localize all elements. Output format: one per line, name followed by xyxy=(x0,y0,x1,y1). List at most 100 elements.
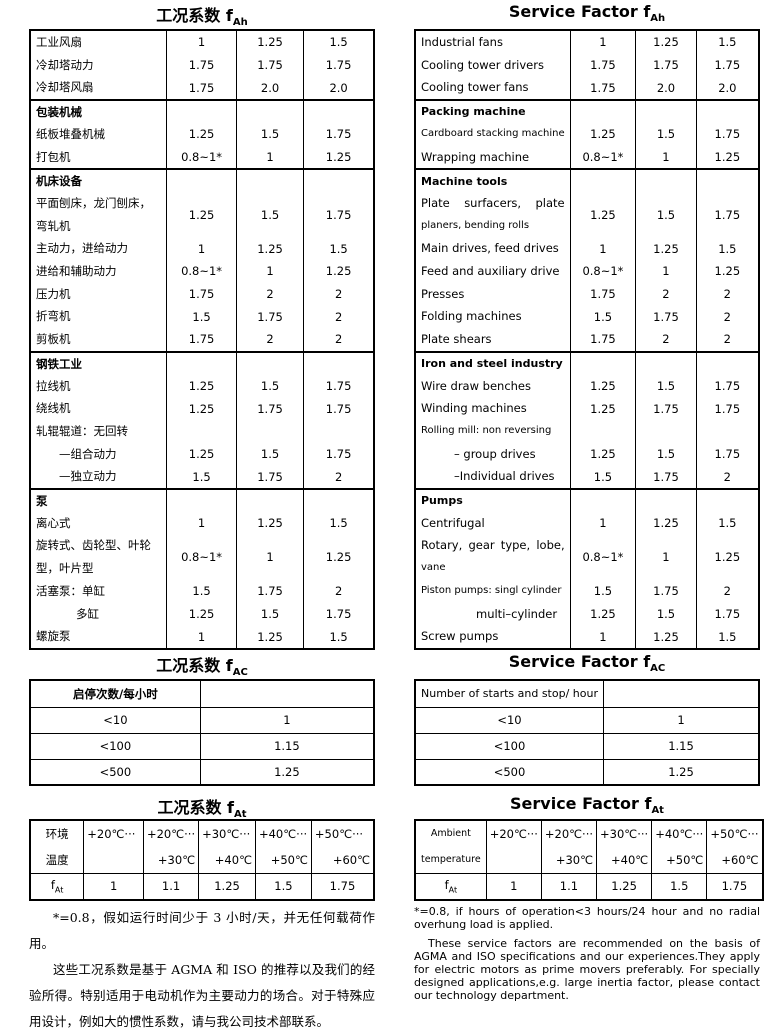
label-line: 弯轧机 xyxy=(36,218,71,233)
empty-cell xyxy=(569,488,636,512)
label-line: Centrifugal xyxy=(421,515,485,530)
factor-value: 0.8~1* xyxy=(569,145,636,170)
label-line: Industrial fans xyxy=(421,35,503,49)
table-row: <10 1 xyxy=(29,706,375,734)
factor-value: 1 xyxy=(635,534,697,580)
section-title: 工况系数 fAt xyxy=(29,794,375,820)
table-row: Cooling tower drivers 1.75 1.75 1.75 xyxy=(414,53,759,77)
table-row: <100 1.15 xyxy=(29,732,375,760)
row-label: 冷却塔风扇 xyxy=(29,76,167,101)
empty-cell xyxy=(166,99,237,123)
notes: *=0.8, if hours of operation<3 hours/24 … xyxy=(414,905,760,1008)
empty-cell xyxy=(303,168,374,192)
table-cell: 1 xyxy=(602,706,760,734)
label-line: Cooling tower fans xyxy=(421,80,529,95)
label-subscript: At xyxy=(448,885,458,895)
label-line: 冷却塔动力 xyxy=(36,57,94,72)
factor-value: 1.25 xyxy=(695,145,759,170)
row-label: 离心式 xyxy=(29,511,167,535)
range-line: +50℃ xyxy=(270,853,308,867)
label-line: 进给和辅助动力 xyxy=(36,264,117,278)
label-line: 轧辊辊道：无回转 xyxy=(36,423,128,438)
factor-value: 2 xyxy=(695,328,759,352)
factor-value xyxy=(569,419,636,443)
factor-value: 1.5 xyxy=(635,191,697,238)
table-row: —组合动力 1.25 1.5 1.75 xyxy=(29,442,374,466)
table-row: 折弯机 1.5 1.75 2 xyxy=(29,305,374,329)
table-row: Wrapping machine 0.8~1* 1 1.25 xyxy=(414,145,759,170)
title-subscript: At xyxy=(234,809,247,821)
row-label: Plate shears xyxy=(414,328,571,352)
header-row: 启停次数/每小时 xyxy=(29,679,375,708)
label-line: –Individual drives xyxy=(454,469,555,484)
row-label: 平面刨床，龙门刨床， 弯轧机 xyxy=(29,191,167,238)
factor-value: 1.5 xyxy=(635,602,697,626)
section-title: Service Factor fAh xyxy=(414,2,760,24)
group-heading: Packing machine xyxy=(414,99,571,123)
table-cell: 1 xyxy=(199,706,375,734)
range-line: +30℃ xyxy=(555,853,594,867)
factor-value: 1.5 xyxy=(651,873,708,900)
table-row: 螺旋泵 1 1.25 1.5 xyxy=(29,625,374,649)
header-label: Ambient temperature xyxy=(414,819,487,874)
temperature-range: +30℃··· +40℃ xyxy=(198,819,256,874)
row-label: Presses xyxy=(414,282,571,306)
row-label: 工业风扇 xyxy=(29,30,167,54)
title-subscript: AC xyxy=(232,667,248,679)
table-row: Packing machine xyxy=(414,99,759,123)
factor-value: 1.75 xyxy=(569,53,636,77)
factor-value: 1.25 xyxy=(166,122,237,146)
table-cell: <10 xyxy=(414,706,604,734)
label-line: 螺旋泵 xyxy=(36,629,71,644)
table-row: 轧辊辊道：无回转 xyxy=(29,419,374,443)
factor-value: 1.75 xyxy=(303,602,374,626)
temperature-range: +50℃··· +60℃ xyxy=(310,819,375,874)
row-label: Centrifugal xyxy=(414,511,571,535)
row-label: Winding machines xyxy=(414,397,571,420)
row-label: 绕线机 xyxy=(29,397,167,420)
factor-value: 1.5 xyxy=(303,237,374,260)
label-line: 纸板堆叠机械 xyxy=(36,126,105,141)
label-line: Screw pumps xyxy=(421,629,499,644)
factor-value: 1.75 xyxy=(166,76,237,101)
label-line: vane xyxy=(421,562,446,574)
title-text: Service Factor f xyxy=(508,2,651,21)
section-title: Service Factor fAt xyxy=(414,794,760,816)
table-row: Rolling mill: non reversing xyxy=(414,419,759,443)
table-row: multi–cylinder 1.25 1.5 1.75 xyxy=(414,602,759,626)
factor-value: 1.25 xyxy=(635,30,697,54)
section-title: 工况系数 fAh xyxy=(29,2,375,28)
service-factor-table: Industrial fans 1 1.25 1.5 Cooling tower dri… xyxy=(414,29,760,650)
factor-value: 1.5 xyxy=(303,511,374,535)
value-row: fAt 1 1.1 1.25 1.5 1.75 xyxy=(414,873,763,900)
row-label: Screw pumps xyxy=(414,625,571,649)
factor-value: 1.25 xyxy=(569,122,636,146)
factor-value: 1.75 xyxy=(303,122,374,146)
header-label: 环境 温度 xyxy=(29,819,85,874)
label-line: Folding machines xyxy=(421,309,522,324)
row-label: Plate surfacers, plate planers, bending r… xyxy=(414,191,571,238)
title-text: 工况系数 f xyxy=(156,656,233,675)
label-line: 冷却塔风扇 xyxy=(36,80,94,95)
empty-cell xyxy=(635,350,697,375)
label-line: 拉线机 xyxy=(36,378,71,393)
table-cell: <500 xyxy=(29,758,201,786)
table-row: Industrial fans 1 1.25 1.5 xyxy=(414,30,759,54)
row-label: Cooling tower drivers xyxy=(414,53,571,77)
range-line: +60℃ xyxy=(332,853,370,867)
table-row: Iron and steel industry xyxy=(414,350,759,375)
factor-value: 1.25 xyxy=(635,625,697,649)
range-line: +20℃··· xyxy=(489,827,538,841)
empty-cell xyxy=(569,350,636,375)
factor-value: 1.25 xyxy=(695,260,759,283)
table-row: Wire draw benches 1.25 1.5 1.75 xyxy=(414,374,759,398)
table-row: 剪板机 1.75 2 2 xyxy=(29,328,374,352)
row-label: 折弯机 xyxy=(29,305,167,329)
row-label: 螺旋泵 xyxy=(29,625,167,649)
row-label: fAt xyxy=(29,873,85,900)
factor-value: 1.25 xyxy=(303,260,374,283)
factor-value: 1.25 xyxy=(235,625,304,649)
table-row: Machine tools xyxy=(414,168,759,192)
temperature-range: +50℃··· +60℃ xyxy=(706,819,763,874)
table-row: Cooling tower fans 1.75 2.0 2.0 xyxy=(414,76,759,101)
